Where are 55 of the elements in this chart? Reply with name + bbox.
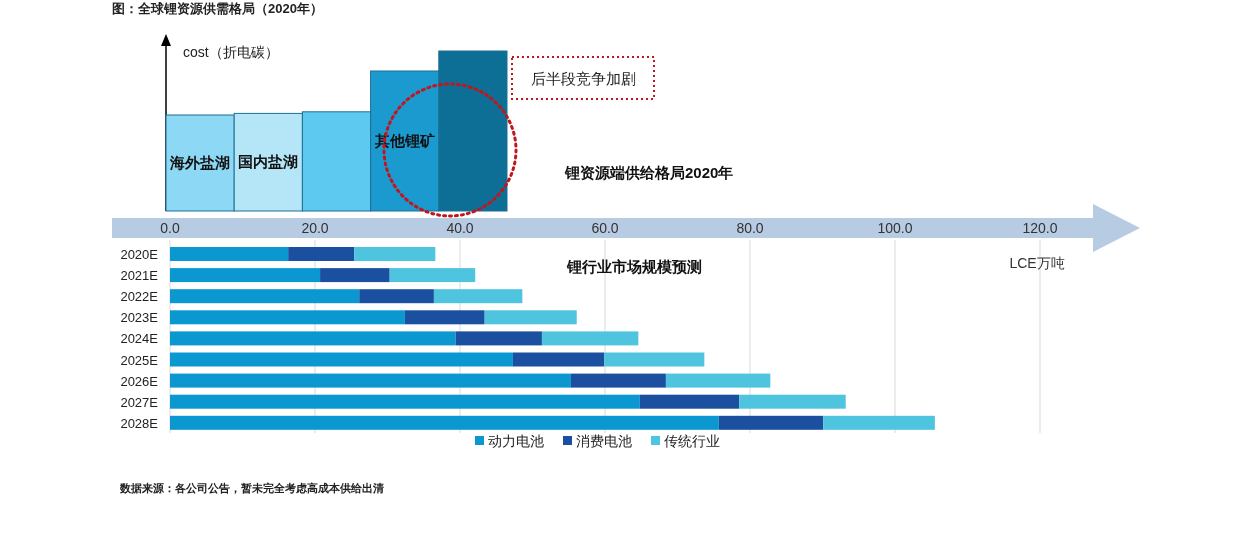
text: 锂资源端供给格局2020年 [564,164,734,181]
bar [170,352,513,367]
text: 后半段竞争加剧 [530,70,636,87]
bar [718,415,824,430]
bar [170,268,321,283]
y-tick-label: 2026E [120,373,159,389]
y-axis-title: cost（折电碳） [183,44,279,60]
bar [570,373,666,388]
bar [288,247,355,261]
legend-label: 传统行业 [664,433,720,449]
bar [455,331,542,346]
bar [404,310,485,325]
bar [512,352,605,367]
bar [433,289,523,304]
legend-label: 消费电池 [576,433,632,449]
x-tick-label: 80.0 [736,220,764,236]
x-tick-label: 0.0 [160,220,180,236]
bar [823,415,935,430]
y-tick-label: 2027E [120,394,159,410]
chart-title: 图：全球锂资源供需格局（2020年） [112,1,323,16]
x-tick-label: 国内盐湖 [238,153,299,171]
bar [484,310,577,325]
x-tick-label: 40.0 [446,220,474,236]
source-note: 数据来源：各公司公告，暂未完全考虑高成本供给出清 [119,482,384,494]
bar [320,268,390,283]
bar [354,247,436,261]
y-tick-label: 2023E [120,310,159,326]
bar [170,310,405,325]
bar [170,331,456,346]
bar [639,394,740,409]
bar [170,415,719,430]
legend-label: 动力电池 [488,433,544,449]
bar [665,373,771,388]
text: 锂行业市场规模预测 [566,258,702,275]
y-tick-label: 2025E [120,352,159,368]
x-tick-label: 120.0 [1022,220,1058,236]
bar [170,373,571,388]
bar [389,268,476,283]
bar [170,247,289,261]
y-tick-label: 2022E [120,289,159,305]
x-tick-label: 海外盐湖 [169,154,231,171]
bar [541,331,639,346]
bar [604,352,705,367]
y-tick-label: 2021E [120,268,159,284]
bar [359,289,434,304]
x-tick-label: 100.0 [877,220,913,236]
y-tick-label: 2020E [120,247,159,262]
bar [739,394,846,409]
bar [170,394,640,409]
y-tick-label: 2024E [120,331,159,347]
x-axis-title: LCE万吨 [1009,255,1065,271]
x-tick-label: 20.0 [301,220,329,236]
bar [170,289,360,304]
y-tick-label: 2028E [120,415,159,431]
x-tick-label: 60.0 [591,220,619,236]
